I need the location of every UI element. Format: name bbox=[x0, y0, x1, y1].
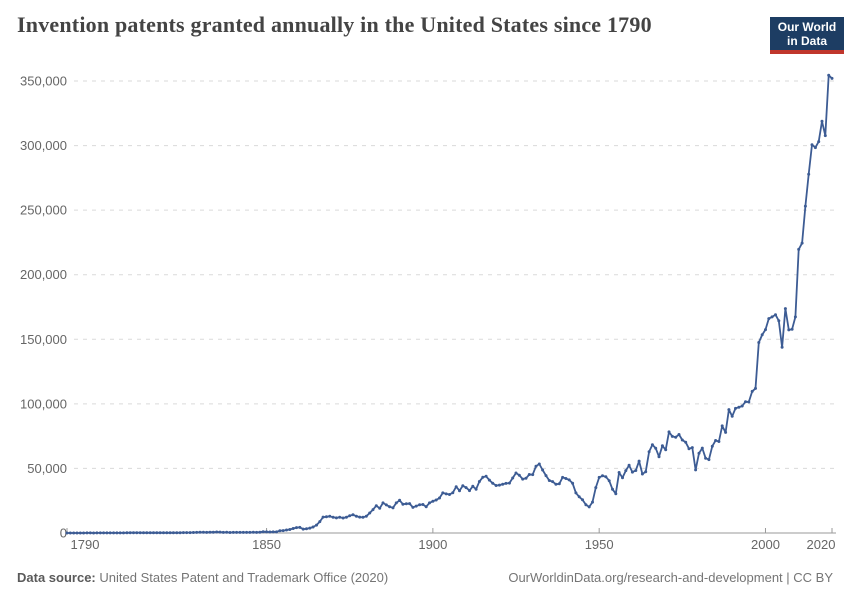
owid-logo-line1: Our World bbox=[777, 20, 837, 34]
data-source-text: United States Patent and Trademark Offic… bbox=[99, 570, 389, 585]
svg-text:2000: 2000 bbox=[751, 537, 780, 552]
data-source-label: Data source: bbox=[17, 570, 96, 585]
series-line bbox=[66, 74, 833, 534]
page-title: Invention patents granted annually in th… bbox=[17, 12, 652, 37]
svg-text:1900: 1900 bbox=[418, 537, 447, 552]
owid-logo: Our World in Data bbox=[770, 17, 844, 54]
svg-text:2020: 2020 bbox=[807, 537, 836, 552]
data-source-line: Data source: United States Patent and Tr… bbox=[17, 570, 388, 585]
svg-text:1790: 1790 bbox=[71, 537, 100, 552]
owid-credit-link[interactable]: OurWorldinData.org/research-and-developm… bbox=[508, 570, 833, 585]
series-united-states bbox=[65, 73, 834, 535]
svg-text:250,000: 250,000 bbox=[20, 203, 67, 218]
svg-text:1850: 1850 bbox=[252, 537, 281, 552]
svg-text:350,000: 350,000 bbox=[20, 74, 67, 89]
svg-text:200,000: 200,000 bbox=[20, 267, 67, 282]
tick-labels: 0 50,000 100,000 150,000 200,000 250,000 300,0… bbox=[20, 74, 835, 553]
svg-text:150,000: 150,000 bbox=[20, 332, 67, 347]
gridlines bbox=[74, 80, 836, 469]
svg-text:300,000: 300,000 bbox=[20, 138, 67, 153]
svg-text:0: 0 bbox=[60, 526, 67, 541]
svg-text:100,000: 100,000 bbox=[20, 396, 67, 411]
owid-logo-line2: in Data bbox=[786, 34, 827, 48]
svg-text:1950: 1950 bbox=[585, 537, 614, 552]
svg-text:50,000: 50,000 bbox=[27, 461, 67, 476]
